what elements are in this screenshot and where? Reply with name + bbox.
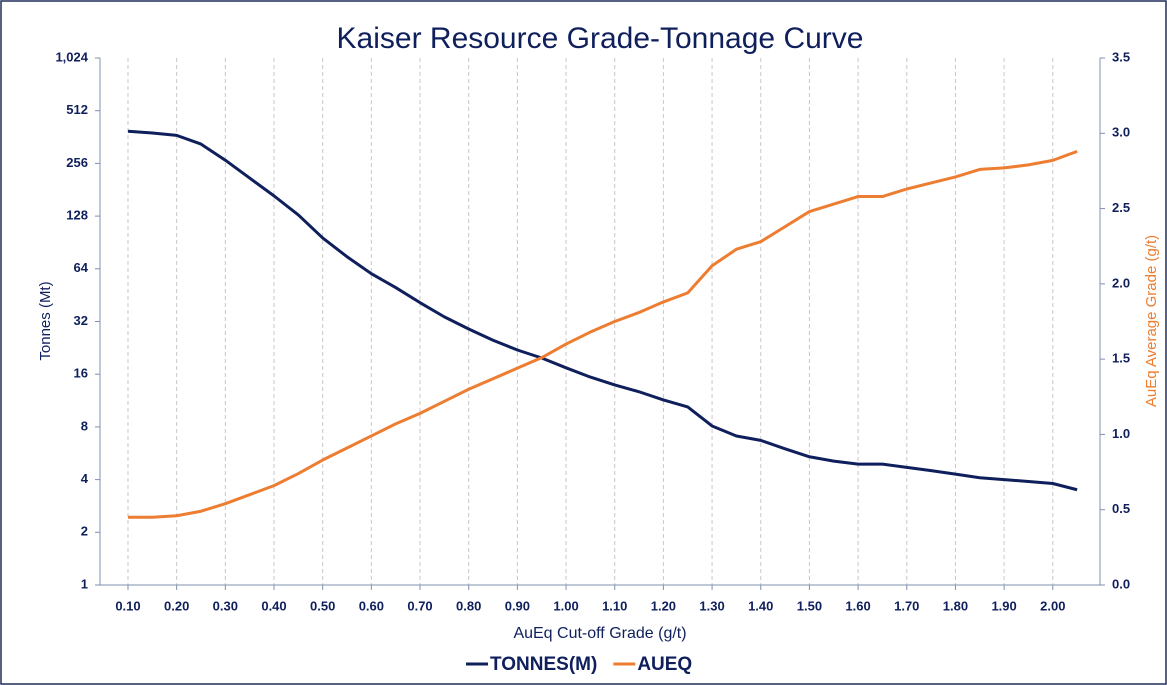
y-axis-label: Tonnes (Mt) (37, 281, 54, 360)
x-tick-label: 0.30 (213, 598, 238, 613)
x-tick-label: 1.50 (797, 598, 822, 613)
y-tick-label: 32 (74, 313, 88, 328)
y2-tick-label: 2.0 (1112, 275, 1130, 290)
legend-label: AUEQ (637, 654, 692, 675)
x-tick-label: 1.30 (699, 598, 724, 613)
chart-title: Kaiser Resource Grade-Tonnage Curve (337, 22, 864, 55)
x-tick-label: 1.20 (651, 598, 676, 613)
x-tick-label: 0.70 (407, 598, 432, 613)
legend-label: TONNES(M) (490, 654, 597, 675)
y-tick-label: 2 (81, 524, 88, 539)
y-tick-label: 1,024 (55, 49, 88, 64)
x-tick-label: 0.80 (456, 598, 481, 613)
y2-tick-label: 3.0 (1112, 125, 1130, 140)
y-tick-label: 64 (74, 260, 89, 275)
x-tick-label: 1.70 (894, 598, 919, 613)
y2-tick-label: 0.0 (1112, 576, 1130, 591)
x-axis-label: AuEq Cut-off Grade (g/t) (513, 625, 686, 642)
x-tick-label: 0.40 (261, 598, 286, 613)
x-tick-label: 0.50 (310, 598, 335, 613)
y-tick-label: 8 (81, 418, 88, 433)
series-line (127, 129, 1078, 492)
x-tick-label: 1.10 (602, 598, 627, 613)
x-tick-label: 2.00 (1040, 598, 1065, 613)
series-line (127, 149, 1078, 519)
y2-tick-label: 1.5 (1112, 351, 1130, 366)
y-tick-label: 512 (66, 102, 88, 117)
y2-tick-label: 2.5 (1112, 200, 1130, 215)
y-tick-label: 4 (81, 471, 89, 486)
x-tick-label: 0.90 (505, 598, 530, 613)
y-tick-label: 1 (81, 576, 88, 591)
x-tick-label: 1.90 (991, 598, 1016, 613)
x-tick-label: 1.80 (943, 598, 968, 613)
x-tick-label: 1.00 (553, 598, 578, 613)
x-tick-label: 0.20 (164, 598, 189, 613)
y2-tick-label: 1.0 (1112, 426, 1130, 441)
y2-tick-label: 3.5 (1112, 49, 1130, 64)
x-tick-label: 1.60 (845, 598, 870, 613)
y-tick-label: 256 (66, 155, 88, 170)
y2-axis-label: AuEq Average Grade (g/t) (1143, 235, 1160, 407)
x-tick-label: 1.40 (748, 598, 773, 613)
y-tick-label: 128 (66, 208, 88, 223)
x-tick-label: 0.10 (115, 598, 140, 613)
x-tick-label: 0.60 (359, 598, 384, 613)
y-tick-label: 16 (74, 366, 88, 381)
y2-tick-label: 0.5 (1112, 501, 1130, 516)
